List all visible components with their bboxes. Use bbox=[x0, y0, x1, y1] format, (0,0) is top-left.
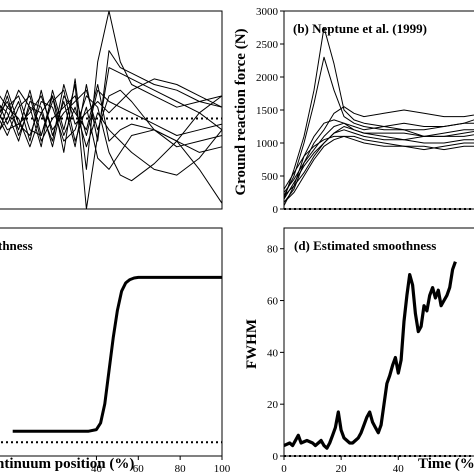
panel-c-title: thness bbox=[0, 238, 33, 253]
panel-b-series-6 bbox=[283, 129, 474, 200]
panel-b-y-axis-label: Ground reaction force (N) bbox=[233, 28, 249, 195]
panel-a bbox=[0, 10, 223, 210]
panel-d-title: (d) Estimated smoothness bbox=[294, 238, 436, 253]
panel-b-series-group bbox=[283, 27, 474, 206]
panel-b: 0 500 1000 1500 2000 2500 3000 (b) Neptune et … bbox=[233, 6, 474, 216]
panel-a-series-3 bbox=[0, 67, 223, 210]
panel-c-series-1 bbox=[12, 275, 222, 433]
panel-b-series-1 bbox=[283, 27, 474, 200]
panel-c-x-tick-label: 100 bbox=[214, 463, 231, 474]
panel-a-series-9 bbox=[0, 78, 223, 142]
panel-c-x-axis-label: ntinuum position (%) bbox=[0, 456, 134, 472]
panel-a-series-8 bbox=[0, 89, 223, 148]
panel-b-y-tick-label: 0 bbox=[273, 204, 279, 216]
panel-d-y-axis-label: FWHM bbox=[244, 319, 260, 369]
panel-d-x-axis-label: Time (% bbox=[418, 456, 474, 472]
panel-c-x-tick-label: 40 bbox=[91, 463, 103, 474]
panel-a-series-group bbox=[0, 10, 223, 210]
panel-b-y-tick-label: 500 bbox=[262, 171, 279, 183]
panel-b-title: (b) Neptune et al. (1999) bbox=[293, 21, 427, 36]
panel-d-x-ticks: 0 20 40 bbox=[281, 456, 404, 474]
panel-c-series-group bbox=[12, 275, 222, 433]
panel-c-frame bbox=[0, 227, 223, 457]
panel-b-series-9 bbox=[283, 126, 474, 197]
panel-a-series-2 bbox=[0, 50, 223, 148]
panel-b-y-tick-label: 3000 bbox=[256, 6, 279, 18]
panel-d-y-ticks: 0 20 40 60 80 bbox=[267, 244, 284, 463]
panel-b-y-tick-label: 2000 bbox=[256, 72, 279, 84]
panel-d-y-tick-label: 20 bbox=[267, 399, 279, 411]
panel-b-series-8 bbox=[283, 135, 474, 203]
panel-d-x-tick-label: 0 bbox=[281, 463, 287, 474]
panel-c-x-tick-label: 60 bbox=[133, 463, 145, 474]
panel-d: 0 20 40 60 80 0 20 40 (d) Estimated smoothness… bbox=[244, 227, 474, 474]
panel-d-y-tick-label: 80 bbox=[267, 244, 279, 256]
panel-d-y-tick-label: 40 bbox=[267, 347, 279, 359]
panel-a-series-10 bbox=[0, 95, 223, 176]
panel-d-x-tick-label: 40 bbox=[393, 463, 405, 474]
panel-d-frame bbox=[283, 227, 474, 457]
panel-a-series-6 bbox=[0, 89, 223, 142]
panel-b-y-tick-label: 1000 bbox=[256, 138, 279, 150]
panel-b-series-7 bbox=[283, 135, 474, 190]
panel-c-x-tick-label: 80 bbox=[175, 463, 187, 474]
panel-b-series-4 bbox=[283, 122, 474, 193]
panel-b-y-ticks: 0 500 1000 1500 2000 2500 3000 bbox=[256, 6, 284, 216]
panel-b-y-tick-label: 1500 bbox=[256, 105, 279, 117]
panel-a-series-1 bbox=[0, 10, 223, 170]
panel-b-y-tick-label: 2500 bbox=[256, 39, 279, 51]
panel-d-y-tick-label: 60 bbox=[267, 296, 279, 308]
panel-d-x-tick-label: 20 bbox=[336, 463, 348, 474]
panel-b-series-3 bbox=[283, 106, 474, 203]
panel-c-x-ticks: 40 60 80 100 bbox=[91, 456, 231, 474]
panel-d-series-group bbox=[283, 261, 457, 450]
panel-c: 40 60 80 100 thness ntinuum position (%) bbox=[0, 227, 231, 474]
panel-d-y-tick-label: 0 bbox=[273, 451, 279, 463]
panel-a-series-5 bbox=[0, 89, 223, 170]
panel-d-series-1 bbox=[283, 261, 457, 450]
panel-a-series-7 bbox=[0, 89, 223, 182]
